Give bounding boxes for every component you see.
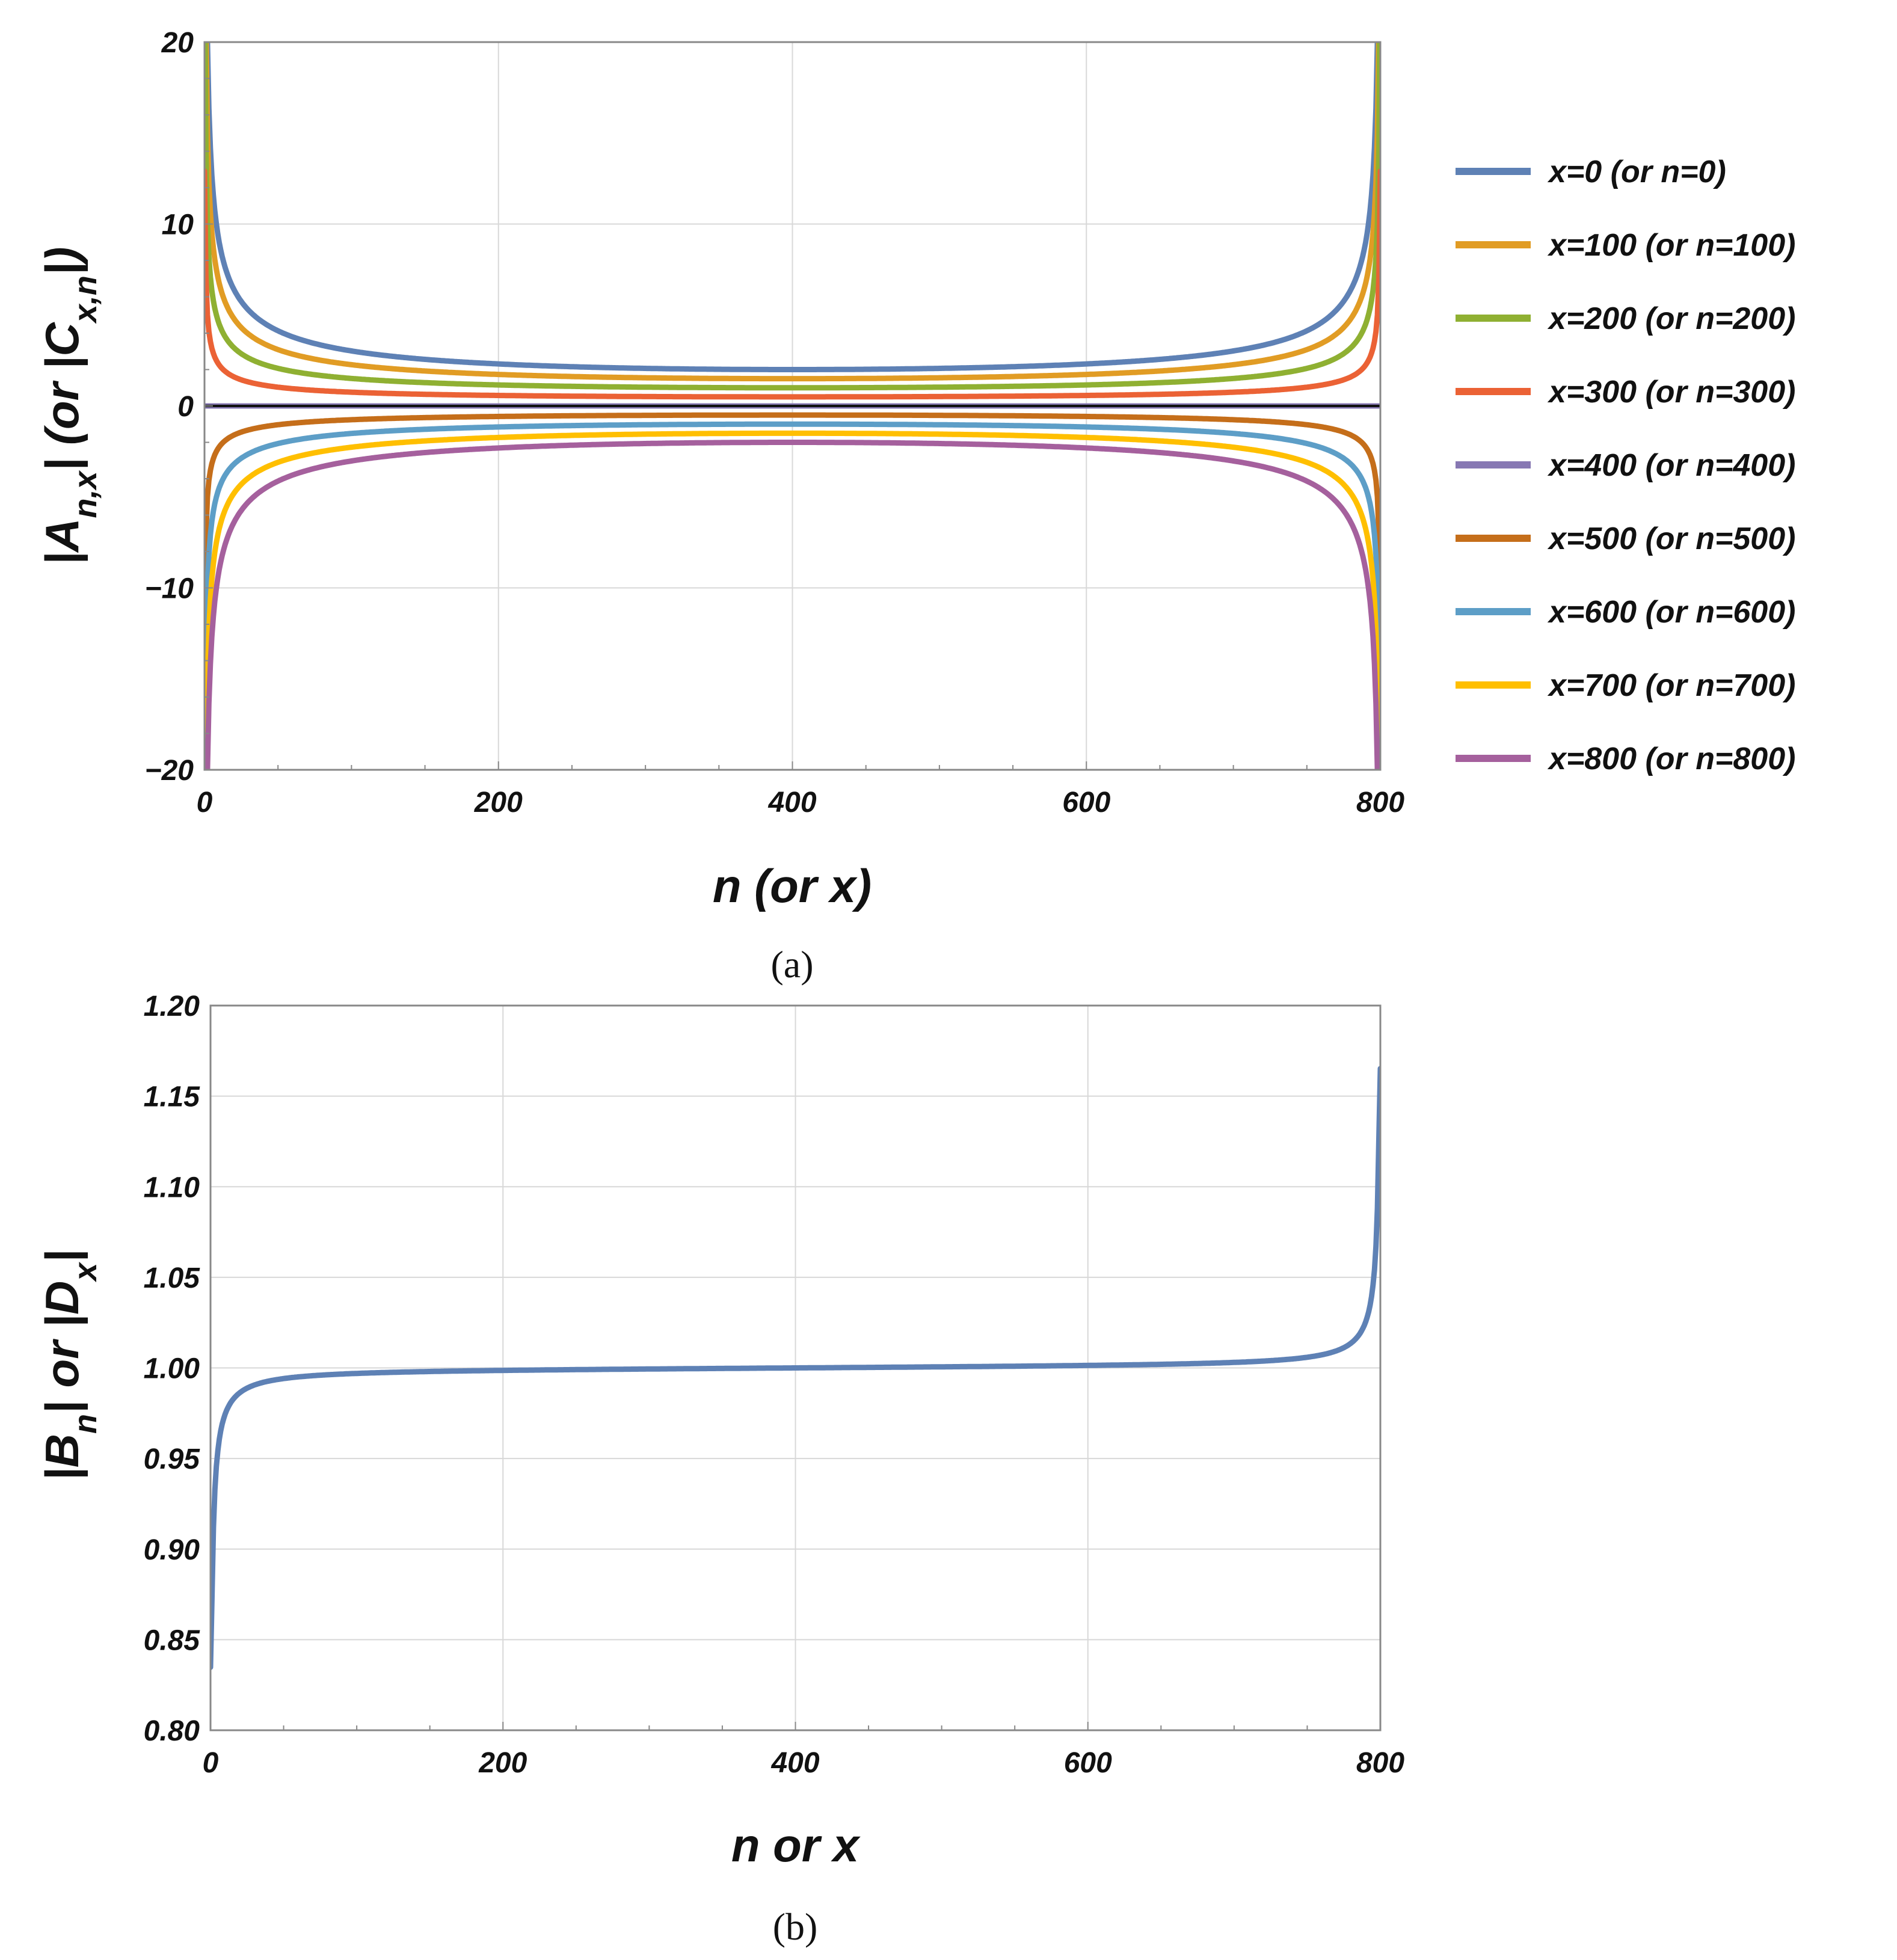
legend-label: x=0 (or n=0) xyxy=(1547,155,1726,189)
panel-a-ylabel-part2: | (or |C xyxy=(35,322,88,472)
legend-label: x=100 (or n=100) xyxy=(1547,228,1795,263)
panel-b-y-tick-label: 1.00 xyxy=(144,1353,200,1385)
panel-b-caption: (b) xyxy=(773,1905,818,1948)
panel-a-series-line xyxy=(204,42,1380,372)
legend-label: x=600 (or n=600) xyxy=(1547,595,1795,630)
panel-b-y-tick-label: 0.90 xyxy=(144,1534,200,1566)
panel-a-series-line xyxy=(204,42,1380,382)
panel-b-x-tick-label: 0 xyxy=(203,1747,219,1779)
panel-b-y-tick-label: 0.85 xyxy=(144,1624,201,1656)
legend-label: x=500 (or n=500) xyxy=(1547,521,1795,556)
panel-a-y-tick-label: 10 xyxy=(162,209,194,241)
panel-b-x-tick-label: 600 xyxy=(1064,1747,1112,1779)
panel-b-series xyxy=(211,1066,1380,1670)
panel-a-x-tick-label: 200 xyxy=(474,787,523,819)
panel-b-x-tick-label: 400 xyxy=(770,1747,819,1779)
panel-b-y-tick-label: 0.95 xyxy=(144,1443,201,1475)
panel-b-y-tick-label: 1.05 xyxy=(144,1262,201,1294)
panel-a-y-tick-label: 20 xyxy=(161,27,194,59)
panel-b-x-tick-label: 200 xyxy=(478,1747,527,1779)
legend-label: x=200 (or n=200) xyxy=(1547,301,1795,336)
panel-a-y-tick-label: −20 xyxy=(145,755,194,787)
panel-a-series-line xyxy=(204,168,1380,400)
panel-a-x-tick-label: 800 xyxy=(1356,787,1404,819)
panel-b-x-tick-label: 800 xyxy=(1356,1747,1404,1779)
panel-b: 0 200 400 600 800 1.20 1.15 1.10 1.05 1.00 0.95 0.9… xyxy=(35,991,1404,1948)
panel-b-ylabel-part1: |B xyxy=(35,1434,88,1481)
panel-a-series-line xyxy=(204,42,1380,391)
panel-a-x-tick-label: 0 xyxy=(197,787,213,819)
panel-a-x-tick-label: 400 xyxy=(767,787,816,819)
panel-a-y-tick-label: 0 xyxy=(177,391,194,423)
panel-b-series-line xyxy=(211,1066,1380,1670)
panel-b-x-axis-title: n or x xyxy=(731,1819,861,1872)
panel-a-ticks: 0 200 400 600 800 20 10 0 −10 −20 xyxy=(145,27,1405,819)
panel-a-x-tick-label: 600 xyxy=(1062,787,1110,819)
panel-a-ylabel-part3: |) xyxy=(35,247,88,275)
panel-a-series xyxy=(204,42,1380,770)
panel-a-ylabel-part1: |A xyxy=(35,518,88,565)
panel-b-ylabel-part2: | or |D xyxy=(35,1281,88,1414)
panel-a-series-line xyxy=(204,421,1380,770)
legend-label: x=800 (or n=800) xyxy=(1547,742,1795,776)
panel-b-y-axis-title: |Bn| or |Dx| xyxy=(35,1250,103,1481)
legend-label: x=700 (or n=700) xyxy=(1547,668,1795,703)
panel-b-ticks: 0 200 400 600 800 1.20 1.15 1.10 1.05 1.00 0.95 0.9… xyxy=(144,991,1405,1779)
legend-label: x=300 (or n=300) xyxy=(1547,375,1795,410)
panel-a-series-line xyxy=(204,430,1380,770)
panel-b-ylabel-part3: | xyxy=(35,1250,88,1263)
panel-b-ylabel-sub2: x xyxy=(67,1262,103,1283)
panel-b-y-tick-label: 1.10 xyxy=(144,1172,200,1203)
panel-a-y-axis-title: |An,x| (or |Cx,n|) xyxy=(35,247,103,565)
panel-a-series-line xyxy=(204,440,1380,770)
panel-a-x-axis-title: n (or x) xyxy=(713,859,872,912)
panel-a-caption: (a) xyxy=(770,943,813,986)
panel-a-y-tick-label: −10 xyxy=(145,573,194,605)
panel-a-ylabel-sub2: x,n xyxy=(67,275,103,324)
legend-label: x=400 (or n=400) xyxy=(1547,448,1795,483)
panel-b-ylabel-sub: n xyxy=(67,1414,103,1434)
panel-b-y-tick-label: 1.20 xyxy=(144,991,200,1022)
panel-a-legend: x=0 (or n=0) x=100 (or n=100) x=200 (or n=… xyxy=(1456,155,1795,776)
panel-a-ylabel-sub: n,x xyxy=(67,470,103,518)
panel-b-y-tick-label: 0.80 xyxy=(144,1715,200,1747)
panel-b-y-tick-label: 1.15 xyxy=(144,1081,201,1113)
panel-a-series-line xyxy=(204,412,1380,644)
